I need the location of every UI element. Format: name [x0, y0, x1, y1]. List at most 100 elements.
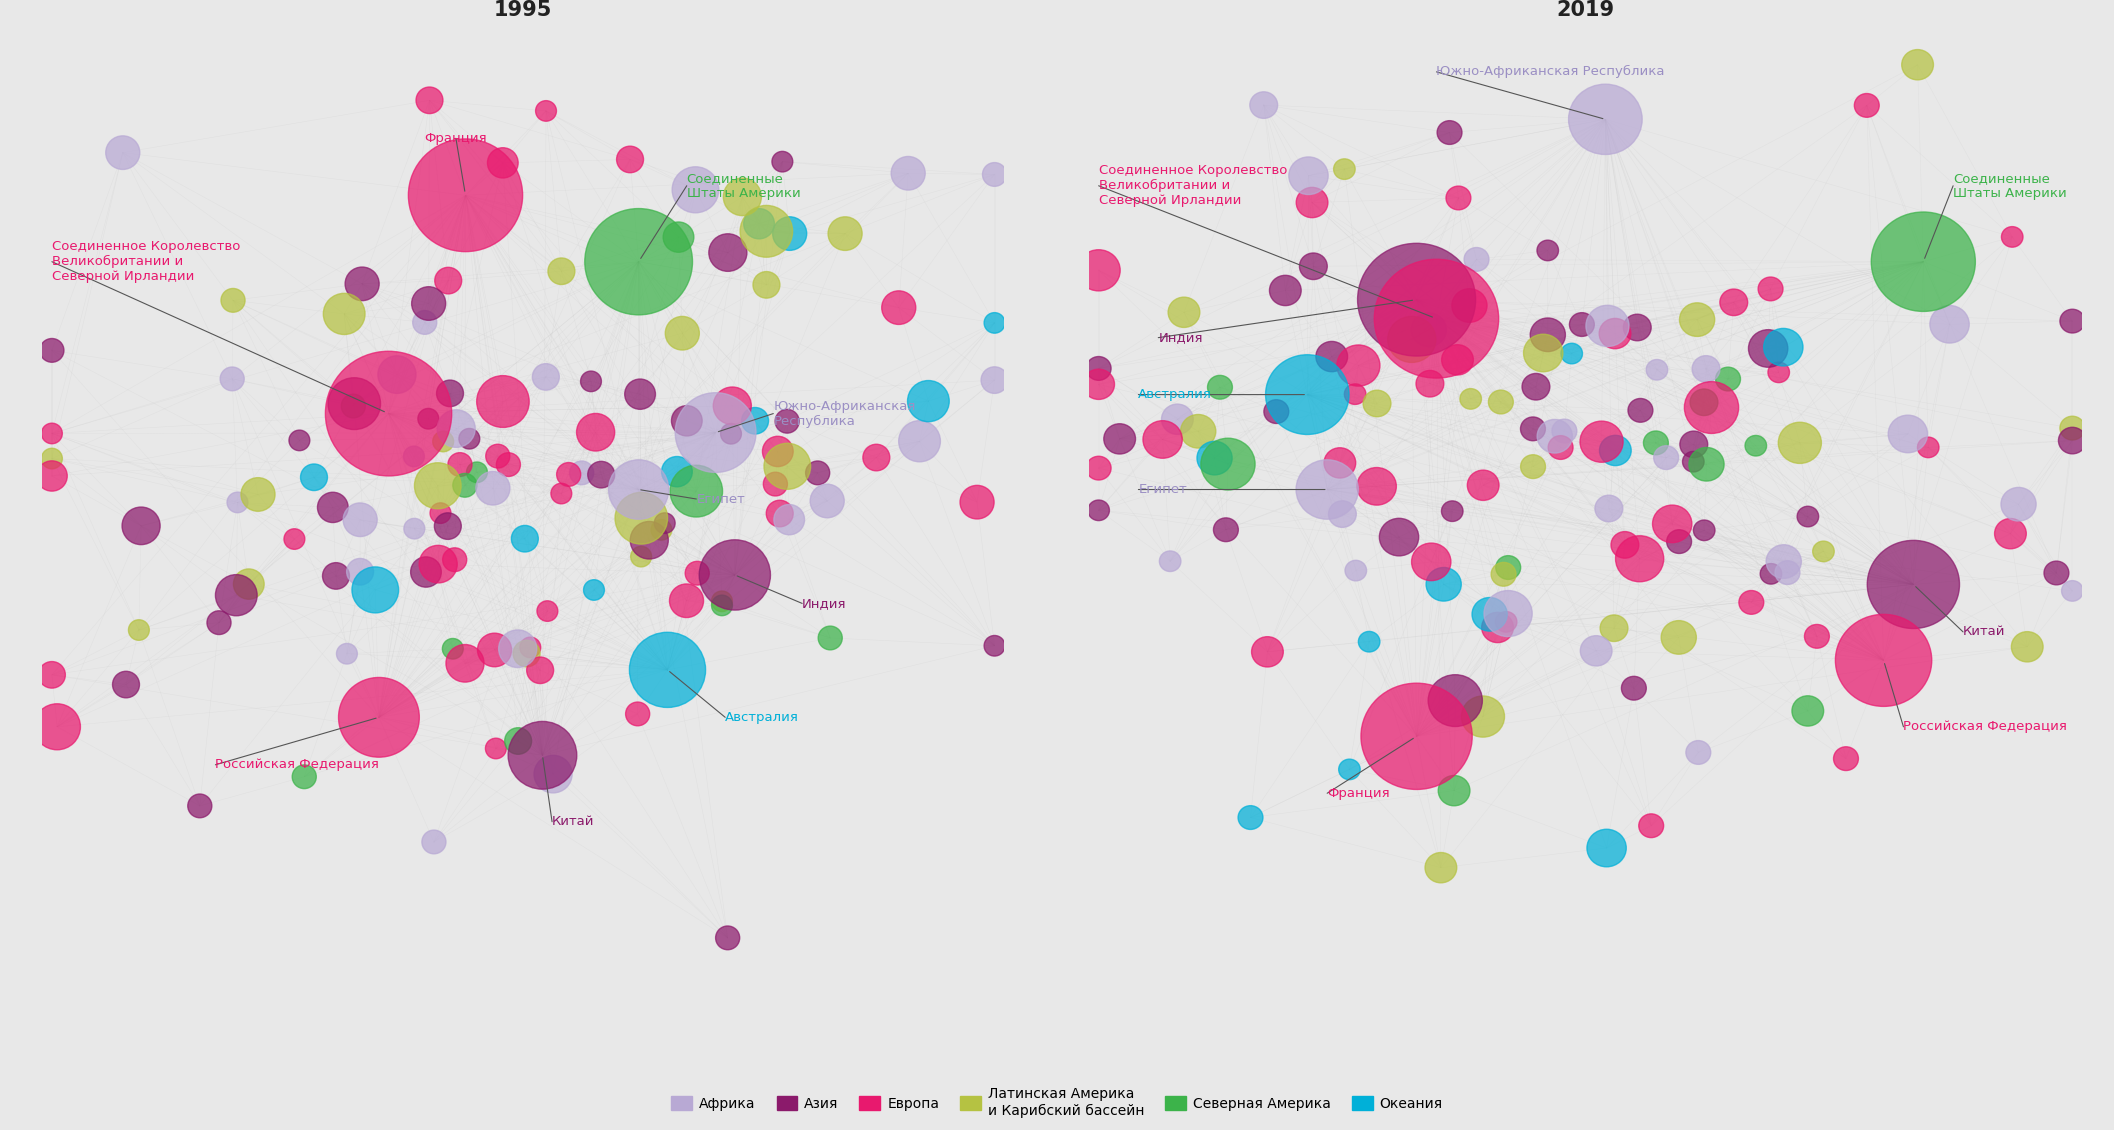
- Circle shape: [326, 351, 452, 476]
- Circle shape: [1158, 551, 1182, 572]
- Circle shape: [700, 540, 769, 610]
- Circle shape: [1693, 520, 1714, 540]
- Circle shape: [1812, 541, 1835, 562]
- Circle shape: [1465, 247, 1488, 271]
- Text: 1995: 1995: [495, 0, 552, 19]
- Circle shape: [626, 379, 655, 409]
- Circle shape: [717, 925, 740, 949]
- Circle shape: [765, 501, 793, 527]
- Circle shape: [1087, 357, 1112, 381]
- Circle shape: [763, 443, 810, 489]
- Circle shape: [1438, 775, 1469, 806]
- Circle shape: [1378, 519, 1418, 556]
- Circle shape: [42, 449, 61, 469]
- Circle shape: [653, 513, 674, 533]
- Text: Российская Федерация: Российская Федерация: [1903, 720, 2067, 733]
- Circle shape: [1685, 740, 1710, 764]
- Circle shape: [1560, 344, 1583, 364]
- Circle shape: [1776, 560, 1799, 584]
- Circle shape: [1442, 345, 1473, 375]
- Circle shape: [1416, 371, 1444, 397]
- Circle shape: [581, 371, 600, 392]
- Circle shape: [1681, 431, 1708, 458]
- Circle shape: [1207, 375, 1232, 399]
- Circle shape: [1290, 157, 1328, 194]
- Circle shape: [2061, 581, 2082, 601]
- Circle shape: [292, 765, 317, 789]
- Circle shape: [1647, 359, 1668, 380]
- Circle shape: [459, 428, 480, 449]
- Circle shape: [1161, 405, 1192, 434]
- Circle shape: [1328, 501, 1357, 528]
- Circle shape: [882, 290, 915, 324]
- Circle shape: [412, 311, 438, 334]
- Circle shape: [1653, 445, 1679, 469]
- Circle shape: [1461, 696, 1505, 737]
- Circle shape: [810, 484, 843, 518]
- Circle shape: [129, 619, 150, 641]
- Circle shape: [1586, 305, 1630, 347]
- Circle shape: [609, 460, 668, 519]
- Circle shape: [630, 521, 668, 559]
- Circle shape: [907, 381, 949, 421]
- Circle shape: [467, 462, 488, 483]
- Text: Южно-Африканская Республика: Южно-Африканская Республика: [1438, 66, 1666, 78]
- Circle shape: [478, 633, 512, 667]
- Circle shape: [1805, 625, 1829, 649]
- Circle shape: [512, 525, 539, 551]
- Circle shape: [488, 148, 518, 179]
- Circle shape: [419, 408, 440, 429]
- Circle shape: [1662, 620, 1695, 654]
- Circle shape: [1271, 276, 1302, 305]
- Circle shape: [38, 661, 66, 688]
- Text: Соединенные
Штаты Америки: Соединенные Штаты Америки: [1953, 172, 2067, 200]
- Circle shape: [2059, 310, 2084, 333]
- Circle shape: [1685, 382, 1738, 434]
- Circle shape: [1691, 356, 1721, 382]
- Text: Китай: Китай: [552, 815, 594, 828]
- Circle shape: [216, 575, 258, 616]
- Circle shape: [744, 209, 774, 238]
- Circle shape: [438, 380, 463, 407]
- Circle shape: [1452, 289, 1486, 322]
- Text: Российская Федерация: Российская Федерация: [216, 758, 378, 772]
- Circle shape: [898, 420, 941, 462]
- Circle shape: [685, 562, 710, 585]
- Circle shape: [537, 601, 558, 622]
- Circle shape: [241, 478, 275, 511]
- Circle shape: [960, 486, 994, 519]
- Circle shape: [476, 375, 528, 427]
- Circle shape: [442, 638, 463, 659]
- Circle shape: [412, 287, 446, 320]
- Circle shape: [1495, 611, 1518, 632]
- Circle shape: [630, 546, 651, 567]
- Circle shape: [712, 386, 750, 425]
- Circle shape: [1759, 277, 1782, 301]
- Circle shape: [1089, 499, 1110, 521]
- Circle shape: [1488, 390, 1514, 414]
- Circle shape: [892, 156, 926, 190]
- Circle shape: [1763, 329, 1803, 366]
- Circle shape: [378, 356, 416, 393]
- Legend: Африка, Азия, Европа, Латинская Америка
и Карибский бассейн, Северная Америка, О: Африка, Азия, Европа, Латинская Америка …: [666, 1081, 1448, 1123]
- Circle shape: [419, 546, 457, 583]
- Circle shape: [1689, 389, 1719, 416]
- Circle shape: [1336, 345, 1380, 386]
- Circle shape: [448, 453, 471, 477]
- Circle shape: [1767, 362, 1788, 383]
- Text: Индия: Индия: [1158, 331, 1203, 345]
- Text: Китай: Китай: [1964, 625, 2006, 638]
- Circle shape: [708, 234, 746, 271]
- Circle shape: [548, 258, 575, 285]
- Circle shape: [863, 444, 890, 471]
- Text: Индия: Индия: [801, 597, 848, 610]
- Circle shape: [106, 136, 140, 170]
- Circle shape: [1364, 390, 1391, 417]
- Circle shape: [672, 406, 702, 436]
- Circle shape: [1917, 437, 1939, 458]
- Circle shape: [1624, 314, 1651, 341]
- Circle shape: [1537, 241, 1558, 261]
- Circle shape: [220, 367, 245, 391]
- Circle shape: [1552, 419, 1577, 443]
- Circle shape: [1345, 560, 1366, 581]
